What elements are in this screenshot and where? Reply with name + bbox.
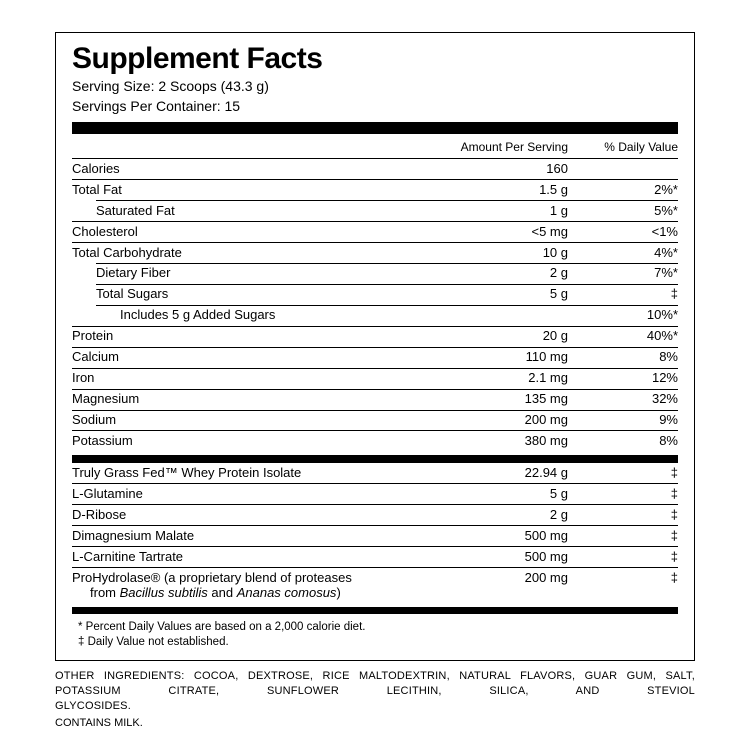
- nutrient-name: Total Carbohydrate: [72, 246, 438, 261]
- table-row: Total Sugars5 g‡: [96, 284, 678, 305]
- nutrient-amount: 20 g: [438, 329, 578, 344]
- nutrient-dv: 10%*: [578, 308, 678, 323]
- nutrient-name: Calcium: [72, 350, 438, 365]
- nutrient-name: Dietary Fiber: [96, 266, 438, 281]
- table-row: Potassium380 mg8%: [72, 430, 678, 451]
- nutrient-amount: 10 g: [438, 246, 578, 261]
- nutrient-dv: ‡: [578, 529, 678, 544]
- nutrient-name: Protein: [72, 329, 438, 344]
- nutrient-name: Iron: [72, 371, 438, 386]
- table-row: L-Carnitine Tartrate500 mg‡: [72, 546, 678, 567]
- table-row: Cholesterol<5 mg<1%: [72, 221, 678, 242]
- nutrient-amount: 2.1 mg: [438, 371, 578, 386]
- nutrient-dv: ‡: [578, 487, 678, 502]
- table-row: Includes 5 g Added Sugars 10%*: [96, 305, 678, 326]
- nutrient-amount: 110 mg: [438, 350, 578, 365]
- nutrient-amount: 500 mg: [438, 550, 578, 565]
- header-amount: Amount Per Serving: [438, 140, 578, 154]
- table-row: Calories160: [72, 158, 678, 179]
- table-row: Truly Grass Fed™ Whey Protein Isolate22.…: [72, 462, 678, 483]
- servings-per-container: Servings Per Container: 15: [72, 97, 678, 116]
- nutrient-dv: ‡: [578, 466, 678, 481]
- table-row: Calcium110 mg8%: [72, 347, 678, 368]
- nutrient-dv: ‡: [578, 287, 678, 302]
- nutrient-dv: 8%: [578, 434, 678, 449]
- supplement-facts-panel: Supplement Facts Serving Size: 2 Scoops …: [55, 32, 695, 661]
- nutrient-name: D-Ribose: [72, 508, 438, 523]
- nutrient-amount: 380 mg: [438, 434, 578, 449]
- table-row: D-Ribose2 g‡: [72, 504, 678, 525]
- table-row: Iron2.1 mg12%: [72, 368, 678, 389]
- nutrient-name: Magnesium: [72, 392, 438, 407]
- panel-title: Supplement Facts: [72, 43, 678, 75]
- nutrient-amount: 1.5 g: [438, 183, 578, 198]
- nutrient-amount: 5 g: [438, 487, 578, 502]
- table-row: Protein20 g40%*: [72, 326, 678, 347]
- nutrient-name: Saturated Fat: [96, 204, 438, 219]
- nutrient-name: Truly Grass Fed™ Whey Protein Isolate: [72, 466, 438, 481]
- nutrient-name: L-Glutamine: [72, 487, 438, 502]
- table-row: ProHydrolase® (a proprietary blend of pr…: [72, 567, 678, 603]
- nutrient-name: Includes 5 g Added Sugars: [96, 308, 438, 323]
- nutrient-amount: 200 mg: [438, 413, 578, 428]
- nutrient-dv: [578, 162, 678, 177]
- nutrient-rows-primary: Calories160Total Fat1.5 g2%*Saturated Fa…: [72, 158, 678, 451]
- header-dv: % Daily Value: [578, 140, 678, 154]
- nutrient-name: Cholesterol: [72, 225, 438, 240]
- medium-rule-2: [72, 607, 678, 614]
- nutrient-amount: 1 g: [438, 204, 578, 219]
- nutrient-dv: 4%*: [578, 246, 678, 261]
- table-row: Total Fat1.5 g2%*: [72, 179, 678, 200]
- nutrient-dv: 40%*: [578, 329, 678, 344]
- nutrient-dv: ‡: [578, 550, 678, 565]
- nutrient-name: Total Fat: [72, 183, 438, 198]
- nutrient-dv: <1%: [578, 225, 678, 240]
- nutrient-dv: 12%: [578, 371, 678, 386]
- column-headers: Amount Per Serving % Daily Value: [72, 134, 678, 158]
- nutrient-amount: 2 g: [438, 266, 578, 281]
- table-row: Magnesium135 mg32%: [72, 389, 678, 410]
- table-row: Sodium200 mg9%: [72, 410, 678, 431]
- nutrient-dv: 32%: [578, 392, 678, 407]
- table-row: L-Glutamine5 g‡: [72, 483, 678, 504]
- nutrient-name: ProHydrolase® (a proprietary blend of pr…: [72, 571, 438, 601]
- medium-rule: [72, 455, 678, 462]
- footnotes: * Percent Daily Values are based on a 2,…: [72, 614, 678, 654]
- nutrient-amount: [438, 308, 578, 323]
- nutrient-dv: 9%: [578, 413, 678, 428]
- footnote-pdv: * Percent Daily Values are based on a 2,…: [78, 620, 678, 635]
- nutrient-amount: 500 mg: [438, 529, 578, 544]
- nutrient-dv: 5%*: [578, 204, 678, 219]
- contains-statement: CONTAINS MILK.: [55, 717, 695, 729]
- nutrient-amount: 160: [438, 162, 578, 177]
- table-row: Total Carbohydrate10 g4%*: [72, 242, 678, 263]
- nutrient-name: L-Carnitine Tartrate: [72, 550, 438, 565]
- nutrient-name: Sodium: [72, 413, 438, 428]
- nutrient-dv: ‡: [578, 508, 678, 523]
- nutrient-rows-secondary: Truly Grass Fed™ Whey Protein Isolate22.…: [72, 462, 678, 567]
- nutrient-name: Calories: [72, 162, 438, 177]
- nutrient-amount: <5 mg: [438, 225, 578, 240]
- nutrient-amount: 2 g: [438, 508, 578, 523]
- other-ingredients: OTHER INGREDIENTS: COCOA, DEXTROSE, RICE…: [55, 669, 695, 714]
- nutrient-name: Total Sugars: [96, 287, 438, 302]
- table-row: Saturated Fat1 g5%*: [96, 200, 678, 221]
- nutrient-name: Potassium: [72, 434, 438, 449]
- thick-rule: [72, 122, 678, 134]
- nutrient-dv: ‡: [578, 571, 678, 586]
- nutrient-amount: 5 g: [438, 287, 578, 302]
- footnote-dv-not-established: ‡ Daily Value not established.: [78, 635, 678, 650]
- nutrient-name: Dimagnesium Malate: [72, 529, 438, 544]
- nutrient-amount: 200 mg: [438, 571, 578, 586]
- table-row: Dietary Fiber2 g7%*: [96, 263, 678, 284]
- nutrient-dv: 7%*: [578, 266, 678, 281]
- nutrient-amount: 135 mg: [438, 392, 578, 407]
- nutrient-amount: 22.94 g: [438, 466, 578, 481]
- nutrient-dv: 2%*: [578, 183, 678, 198]
- table-row: Dimagnesium Malate500 mg‡: [72, 525, 678, 546]
- nutrient-dv: 8%: [578, 350, 678, 365]
- serving-size: Serving Size: 2 Scoops (43.3 g): [72, 77, 678, 96]
